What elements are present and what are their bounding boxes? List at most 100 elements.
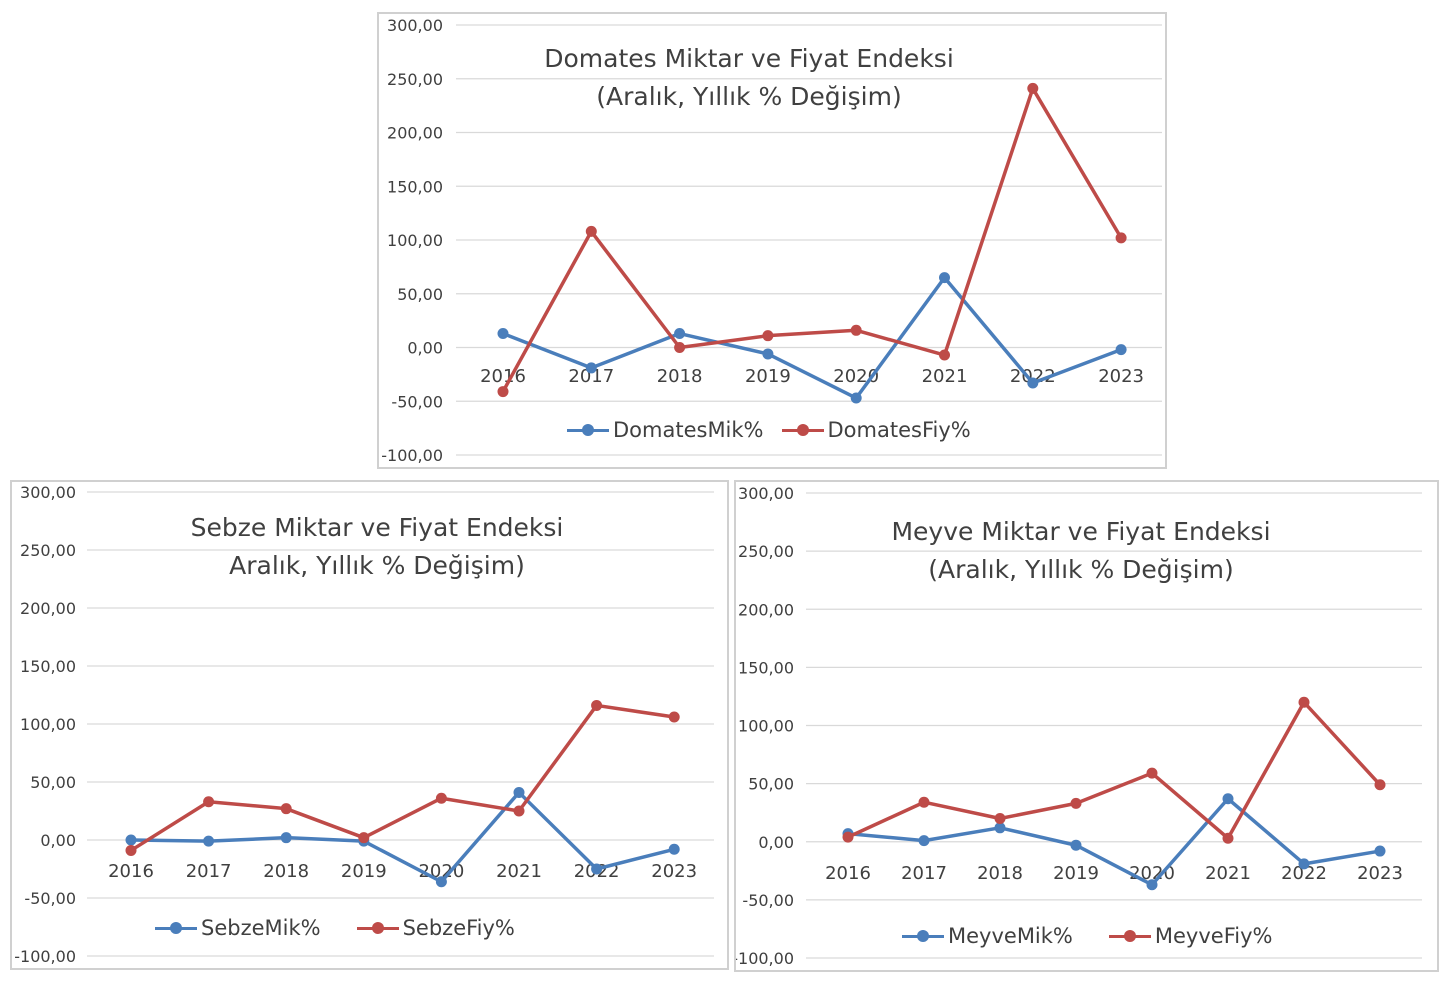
y-tick-label: 50,00 [397,285,443,304]
legend-label: DomatesFiy% [827,418,971,442]
data-point [762,348,774,360]
series-line-1 [847,700,1382,841]
y-tick-label: 250,00 [738,542,794,561]
x-tick-label: 2021 [496,861,542,882]
data-point [918,796,930,808]
y-tick-label: 50,00 [748,775,794,794]
y-tick-label: 0,00 [407,339,443,358]
data-point [668,711,680,723]
data-point [280,803,292,815]
data-point [762,330,774,342]
chart-title-block: Meyve Miktar ve Fiyat Endeksi (Aralık, Y… [881,513,1281,589]
chart-svg-meyve: -100,00 -50,00 0,00 50,00 100,00 150,00 200,00… [736,484,1422,968]
data-point [1222,832,1234,844]
chart-subtitle: (Aralık, Yıllık % Değişim) [596,82,902,111]
data-point [918,835,930,847]
x-tick-label: 2018 [657,366,703,387]
legend-marker-quantity [155,922,197,934]
y-tick-label: 150,00 [738,658,794,677]
legend-label: SebzeFiy% [402,916,515,940]
data-point [1027,377,1039,389]
legend-item-price: DomatesFiy% [781,418,971,442]
data-point [1374,779,1386,791]
data-point [125,834,137,846]
y-tick-label: 200,00 [20,599,76,618]
legend-marker-quantity [567,424,609,436]
x-tick-label: 2021 [1205,863,1251,884]
y-tick-label: 200,00 [387,124,443,143]
legend-item-quantity: SebzeMik% [155,916,321,940]
series-line-1 [130,703,675,852]
data-point [591,699,603,711]
x-tick-label: 2019 [745,366,791,387]
legend-item-quantity: DomatesMik% [567,418,764,442]
data-point [1298,696,1310,708]
chart-legend: MeyveMik% MeyveFiy% [902,924,1290,948]
data-point [674,328,686,340]
x-tick-label: 2021 [922,366,968,387]
data-point [203,796,215,808]
y-tick-label: 50,00 [30,773,76,792]
x-tick-label: 2019 [1053,863,1099,884]
legend-label: MeyveFiy% [1154,924,1273,948]
chart-panel-sebze: -100,00 -50,00 0,00 50,00 100,00 150,00 200,00… [10,480,729,970]
chart-subtitle: (Aralık, Yıllık % Değişim) [928,555,1234,584]
y-tick-label: 0,00 [40,831,76,850]
data-point [994,822,1006,834]
y-tick-label: 100,00 [387,231,443,250]
chart-panel-domates: -100,00 -50,00 0,00 50,00 100,00 150,00 200,00… [377,12,1167,469]
legend-marker-price [356,922,399,934]
chart-legend: SebzeMik% SebzeFiy% [155,916,533,940]
chart-title: Domates Miktar ve Fiyat Endeksi [544,44,954,73]
data-point [1070,797,1082,809]
data-point [1146,767,1158,779]
chart-legend: DomatesMik% DomatesFiy% [567,418,989,442]
data-point [358,832,370,844]
y-tick-label: 250,00 [387,70,443,89]
x-tick-label: 2018 [263,861,309,882]
y-tick-label: -100,00 [14,947,76,966]
chart-title: Meyve Miktar ve Fiyat Endeksi [891,517,1271,546]
y-tick-label: 150,00 [387,177,443,196]
data-point [513,786,525,798]
legend-marker-quantity [902,930,944,942]
legend-marker-price [781,424,824,436]
chart-svg-sebze: -100,00 -50,00 0,00 50,00 100,00 150,00 200,00… [14,483,714,966]
x-tick-label: 2017 [901,863,947,884]
y-tick-label: -50,00 [391,392,443,411]
data-point [497,386,509,398]
data-point [125,844,137,856]
y-tick-label: 300,00 [387,16,443,35]
data-point [1374,845,1386,857]
data-point [668,843,680,855]
data-point [435,792,447,804]
y-tick-label: 0,00 [758,833,794,852]
data-point [1027,82,1039,94]
y-tick-label: 100,00 [738,717,794,736]
data-point [674,342,686,353]
data-point [497,328,509,340]
x-tick-label: 2017 [186,861,232,882]
series-line-0 [847,796,1381,887]
y-tick-label: 250,00 [20,541,76,560]
x-tick-label: 2017 [568,366,614,387]
legend-label: MeyveMik% [948,924,1073,948]
legend-item-price: SebzeFiy% [356,916,515,940]
data-point [585,225,597,237]
chart-title-block: Domates Miktar ve Fiyat Endeksi (Aralık,… [529,40,969,116]
data-point [1146,879,1158,891]
data-point [850,392,862,404]
legend-label: DomatesMik% [613,418,764,442]
x-tick-label: 2016 [825,863,871,884]
legend-item-quantity: MeyveMik% [902,924,1073,948]
x-tick-label: 2016 [108,861,154,882]
y-tick-label: 100,00 [20,715,76,734]
data-point [591,863,603,875]
series-line-0 [130,790,675,884]
legend-marker-price [1108,930,1151,942]
y-tick-label: -100,00 [736,949,794,968]
y-tick-label: 200,00 [738,600,794,619]
data-point [850,324,862,336]
data-point [513,805,525,817]
x-tick-label: 2023 [1098,366,1144,387]
